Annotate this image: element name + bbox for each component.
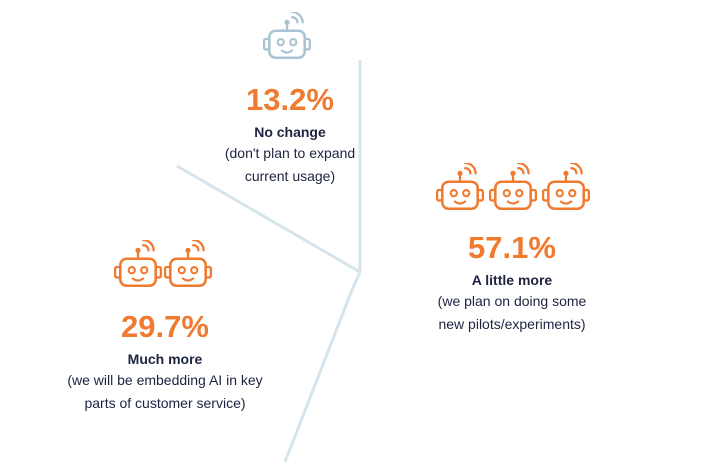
- description-line: (don't plan to expand: [224, 145, 356, 161]
- robot-icon: [541, 163, 591, 211]
- segment-label: A little more: [471, 272, 553, 288]
- divider: [283, 271, 362, 463]
- description-line: current usage): [244, 168, 336, 184]
- divider: [176, 164, 361, 274]
- segment-label: Much more: [127, 351, 203, 367]
- segment: 29.7% Much more (we will be embedding AI i…: [35, 309, 295, 415]
- description-line: parts of customer service): [84, 395, 246, 411]
- description-line: (we will be embedding AI in key: [67, 372, 263, 388]
- robot-icon: [262, 12, 312, 60]
- description-line: (we plan on doing some: [437, 293, 587, 309]
- divider-lines: [176, 60, 362, 463]
- percent: 29.7%: [121, 309, 209, 344]
- percent: 57.1%: [468, 230, 556, 265]
- percent: 13.2%: [246, 82, 334, 117]
- segment: 13.2% No change (don't plan to expand curre…: [160, 82, 420, 188]
- segment: 57.1% A little more (we plan on doing some…: [382, 230, 642, 336]
- robot-icon: [488, 163, 538, 211]
- robot-icon: [163, 240, 213, 288]
- segment-label: No change: [254, 124, 326, 140]
- robot-icon: [435, 163, 485, 211]
- robot-icon: [113, 240, 163, 288]
- description-line: new pilots/experiments): [438, 316, 586, 332]
